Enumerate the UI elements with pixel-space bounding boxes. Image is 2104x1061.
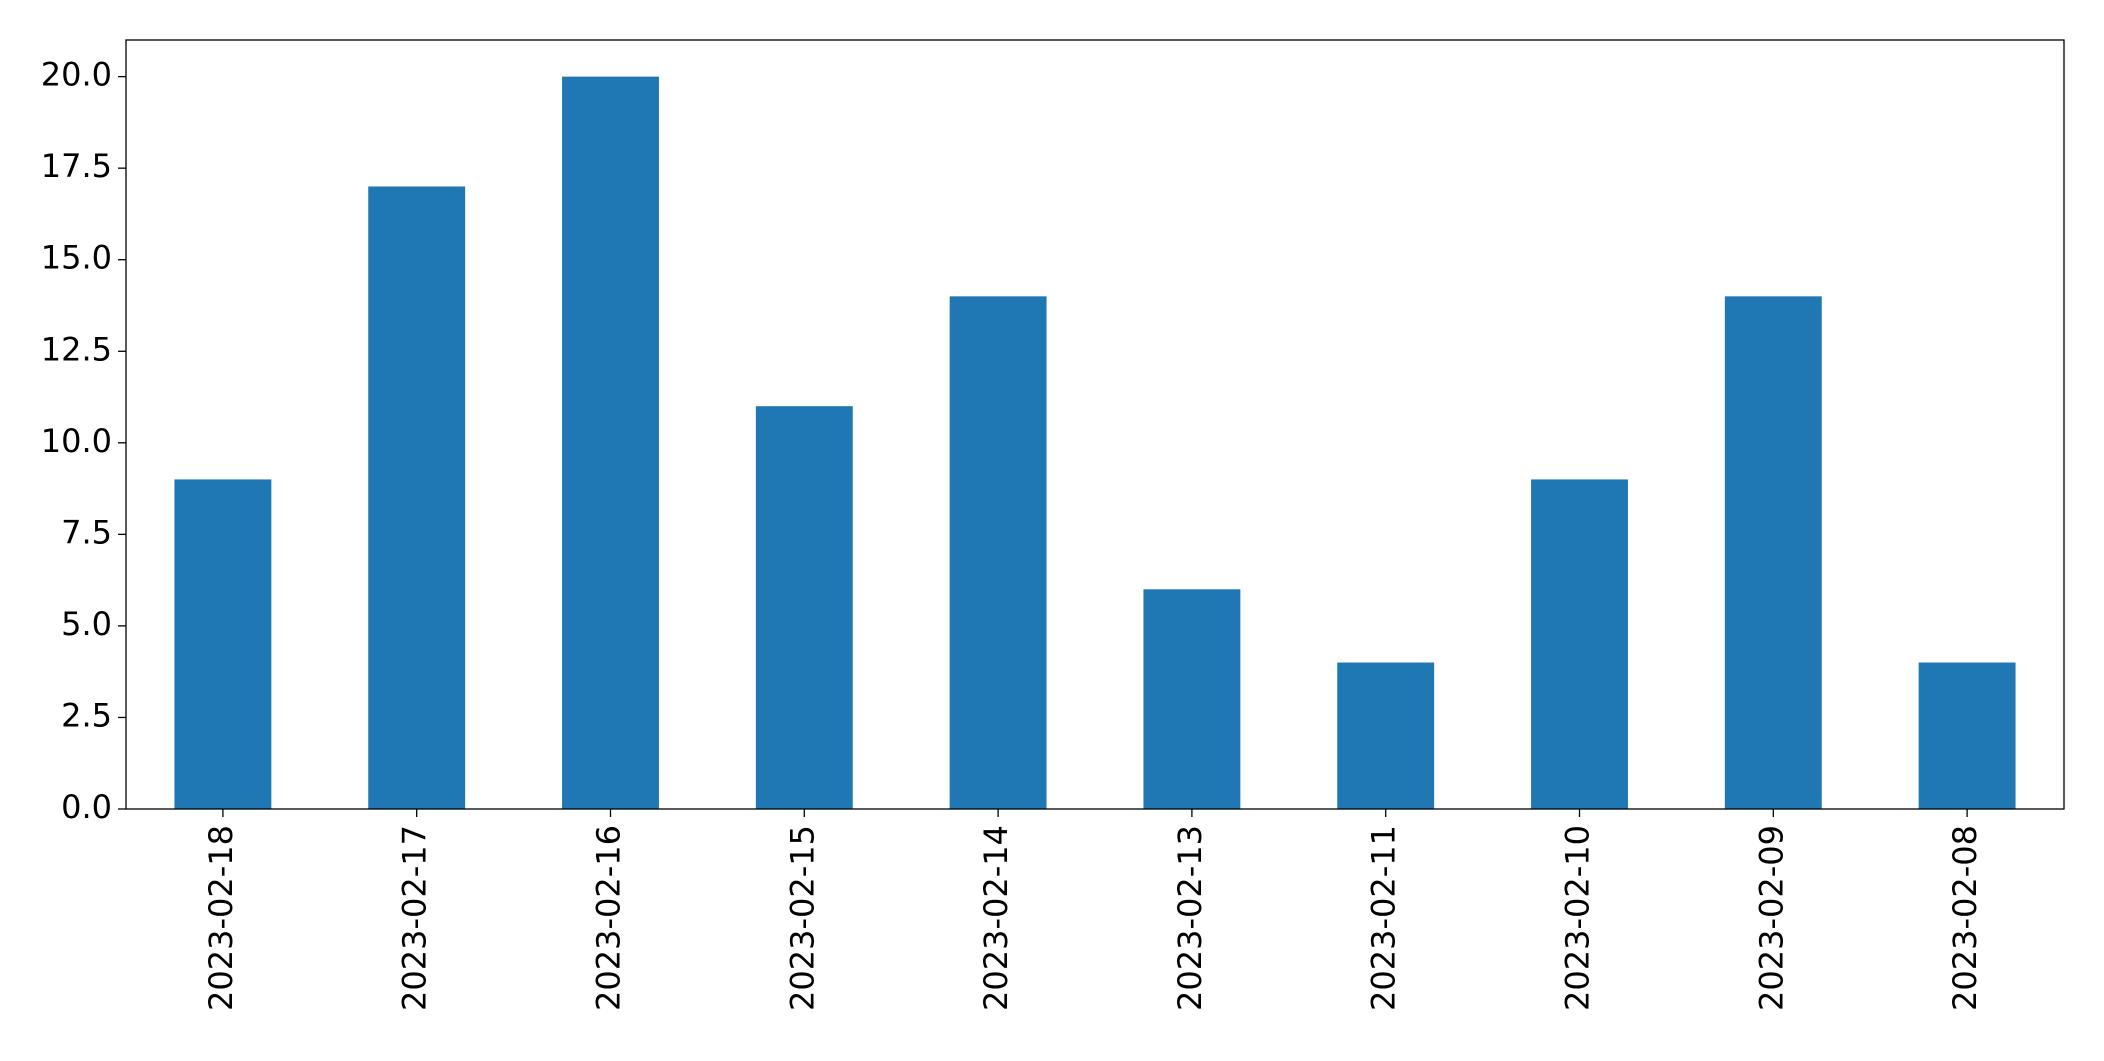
x-tick-label: 2023-02-11 [1365,825,1403,1011]
y-tick-label: 20.0 [41,56,112,94]
y-tick-label: 17.5 [41,147,112,185]
bar [1337,662,1435,809]
bar [174,479,272,809]
y-tick-label: 0.0 [61,788,112,826]
x-tick-label: 2023-02-16 [590,825,628,1011]
y-tick-label: 12.5 [41,330,112,368]
x-tick-label: 2023-02-17 [396,825,434,1011]
bar [949,296,1047,809]
bar [368,186,466,809]
y-tick-label: 10.0 [41,422,112,460]
y-tick-label: 7.5 [61,513,112,551]
x-tick-label: 2023-02-15 [783,825,821,1011]
bar [1918,662,2016,809]
y-tick-label: 5.0 [61,605,112,643]
x-tick-label: 2023-02-08 [1946,825,1984,1011]
y-tick-label: 2.5 [61,696,112,734]
x-tick-label: 2023-02-18 [202,825,240,1011]
x-tick-label: 2023-02-13 [1171,825,1209,1011]
y-tick-label: 15.0 [41,239,112,277]
x-tick-label: 2023-02-14 [977,825,1015,1011]
x-tick-label: 2023-02-10 [1559,825,1597,1011]
bar [1531,479,1628,809]
plot-frame [125,39,2065,810]
bar [755,406,853,809]
bar [1143,589,1241,809]
bar [1724,296,1822,809]
bar [562,76,659,810]
x-tick-label: 2023-02-09 [1752,825,1790,1011]
